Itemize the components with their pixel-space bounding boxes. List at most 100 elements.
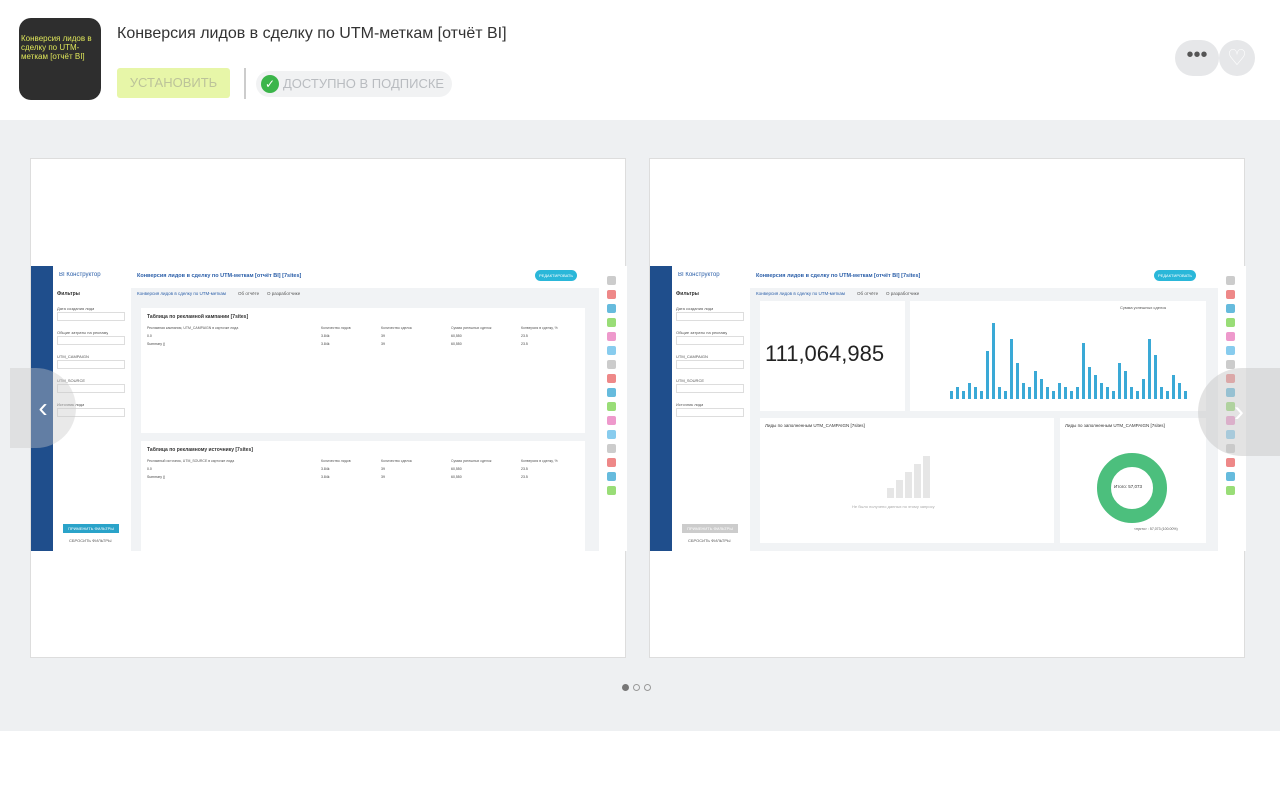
bar	[992, 323, 995, 399]
bar	[1136, 391, 1139, 399]
apply-button: ПРИМЕНИТЬ ФИЛЬТРЫ	[63, 524, 119, 533]
dot[interactable]	[633, 684, 640, 691]
filter-label: Источник лида	[57, 402, 85, 407]
bar	[1166, 391, 1169, 399]
bar	[1010, 339, 1013, 399]
filter-input	[676, 384, 744, 393]
table-cell: 3.84k	[321, 334, 330, 338]
rail-icon	[607, 472, 616, 481]
screenshot-card[interactable]: BI Конструктор Фильтры Дата создания лида О…	[30, 158, 627, 658]
card-title: Лиды по заполненным UTM_CAMPAIGN [7sites…	[765, 423, 865, 428]
rail-icon	[1226, 290, 1235, 299]
dot-active[interactable]	[622, 684, 629, 691]
table-header: Конверсия в сделку, %	[521, 459, 558, 463]
table-header: Количество лидов	[321, 326, 351, 330]
bar	[1130, 387, 1133, 399]
table-header: Рекламная кампания, UTM_CAMPAIGN в карто…	[147, 326, 239, 330]
table-cell: 0.0	[147, 334, 152, 338]
bar	[1178, 383, 1181, 399]
gallery: BI Конструктор Фильтры Дата создания лида О…	[0, 120, 1280, 731]
bar	[968, 383, 971, 399]
donut-card: Лиды по заполненным UTM_CAMPAIGN [7sites…	[1060, 418, 1206, 543]
donut-total: Итого: 57,073	[1114, 484, 1143, 489]
table-cell: 39	[381, 467, 385, 471]
rail-icon	[607, 304, 616, 313]
table-cell: 3.84k	[321, 475, 330, 479]
bar	[980, 391, 983, 399]
bar	[1088, 367, 1091, 399]
tab: О разработчике	[267, 291, 301, 296]
topbar	[672, 266, 1222, 288]
filter-input	[676, 312, 744, 321]
app-name: BI Конструктор	[678, 272, 720, 278]
bar	[1022, 383, 1025, 399]
tab: Об отчёте	[857, 291, 879, 296]
table-cell: 60,550	[451, 467, 462, 471]
filter-panel	[672, 288, 750, 551]
rail-icon	[1226, 472, 1235, 481]
kpi-card: 111,064,985	[760, 301, 905, 411]
bar	[1052, 391, 1055, 399]
nav-strip	[31, 266, 53, 551]
table-cell: 39	[381, 342, 385, 346]
prev-arrow[interactable]: ‹	[10, 368, 76, 448]
bar	[1094, 375, 1097, 399]
bar	[1034, 371, 1037, 399]
rail-icon	[607, 430, 616, 439]
more-button[interactable]: •••	[1175, 40, 1219, 76]
bar	[1148, 339, 1151, 399]
bar	[1160, 387, 1163, 399]
reset-button: СБРОСИТЬ ФИЛЬТРЫ	[688, 538, 731, 543]
dot[interactable]	[644, 684, 651, 691]
check-icon: ✓	[261, 75, 279, 93]
bar	[974, 387, 977, 399]
rail-icon	[607, 332, 616, 341]
table-header: Конверсия в сделку, %	[521, 326, 558, 330]
report-title: Конверсия лидов в сделку по UTM-меткам […	[137, 273, 302, 279]
tab: Конверсия лидов в сделку по UTM-меткам	[756, 291, 845, 296]
table-cell: 0.0	[147, 467, 152, 471]
next-arrow[interactable]: ›	[1198, 368, 1280, 456]
divider	[244, 68, 246, 99]
rail-icon	[1226, 304, 1235, 313]
table-cell: 23.5	[521, 467, 528, 471]
bar	[1004, 391, 1007, 399]
bar	[1064, 387, 1067, 399]
rail-icon	[1226, 346, 1235, 355]
rail-icon	[1226, 360, 1235, 369]
placeholder-bar	[887, 488, 894, 498]
install-button[interactable]: УСТАНОВИТЬ	[117, 68, 230, 98]
edit-button: РЕДАКТИРОВАТЬ	[535, 270, 577, 281]
filter-label: Общие затраты на рекламу	[57, 330, 109, 335]
nav-strip	[650, 266, 672, 551]
like-button[interactable]: ♡	[1219, 40, 1255, 76]
no-data: Не было получено данных по этому запросу	[852, 504, 935, 509]
rail-icon	[607, 402, 616, 411]
rail-icon	[1226, 332, 1235, 341]
badge-text: ДОСТУПНО В ПОДПИСКЕ	[283, 76, 445, 91]
filter-label: UTM_SOURCE	[57, 378, 86, 383]
filter-label: Источник лида	[676, 402, 704, 407]
bar	[998, 387, 1001, 399]
bar	[1112, 391, 1115, 399]
bar	[1124, 371, 1127, 399]
bar	[1076, 387, 1079, 399]
bar	[1154, 355, 1157, 399]
screenshot-card[interactable]: BI Конструктор Фильтры Дата создания лида О…	[649, 158, 1246, 658]
table-header: Количество сделок	[381, 459, 412, 463]
filter-label: Дата создания лида	[676, 306, 714, 311]
placeholder-bar	[914, 464, 921, 498]
report-title: Конверсия лидов в сделку по UTM-меткам […	[756, 273, 921, 279]
tab: О разработчике	[886, 291, 920, 296]
app-icon: Конверсия лидов в сделку по UTM-меткам […	[19, 18, 101, 100]
rail-icon	[1226, 458, 1235, 467]
rail-icon	[607, 290, 616, 299]
screenshot: BI Конструктор Фильтры Дата создания лида О…	[31, 266, 627, 551]
filter-label: UTM_CAMPAIGN	[57, 354, 89, 359]
chart-legend: Сумма успешных сделок	[1120, 305, 1167, 310]
chart-card: Сумма успешных сделок	[910, 301, 1206, 411]
apply-button: ПРИМЕНИТЬ ФИЛЬТРЫ	[682, 524, 738, 533]
tab: Конверсия лидов в сделку по UTM-меткам	[137, 291, 226, 296]
campaign-card: Лиды по заполненным UTM_CAMPAIGN [7sites…	[760, 418, 1054, 543]
